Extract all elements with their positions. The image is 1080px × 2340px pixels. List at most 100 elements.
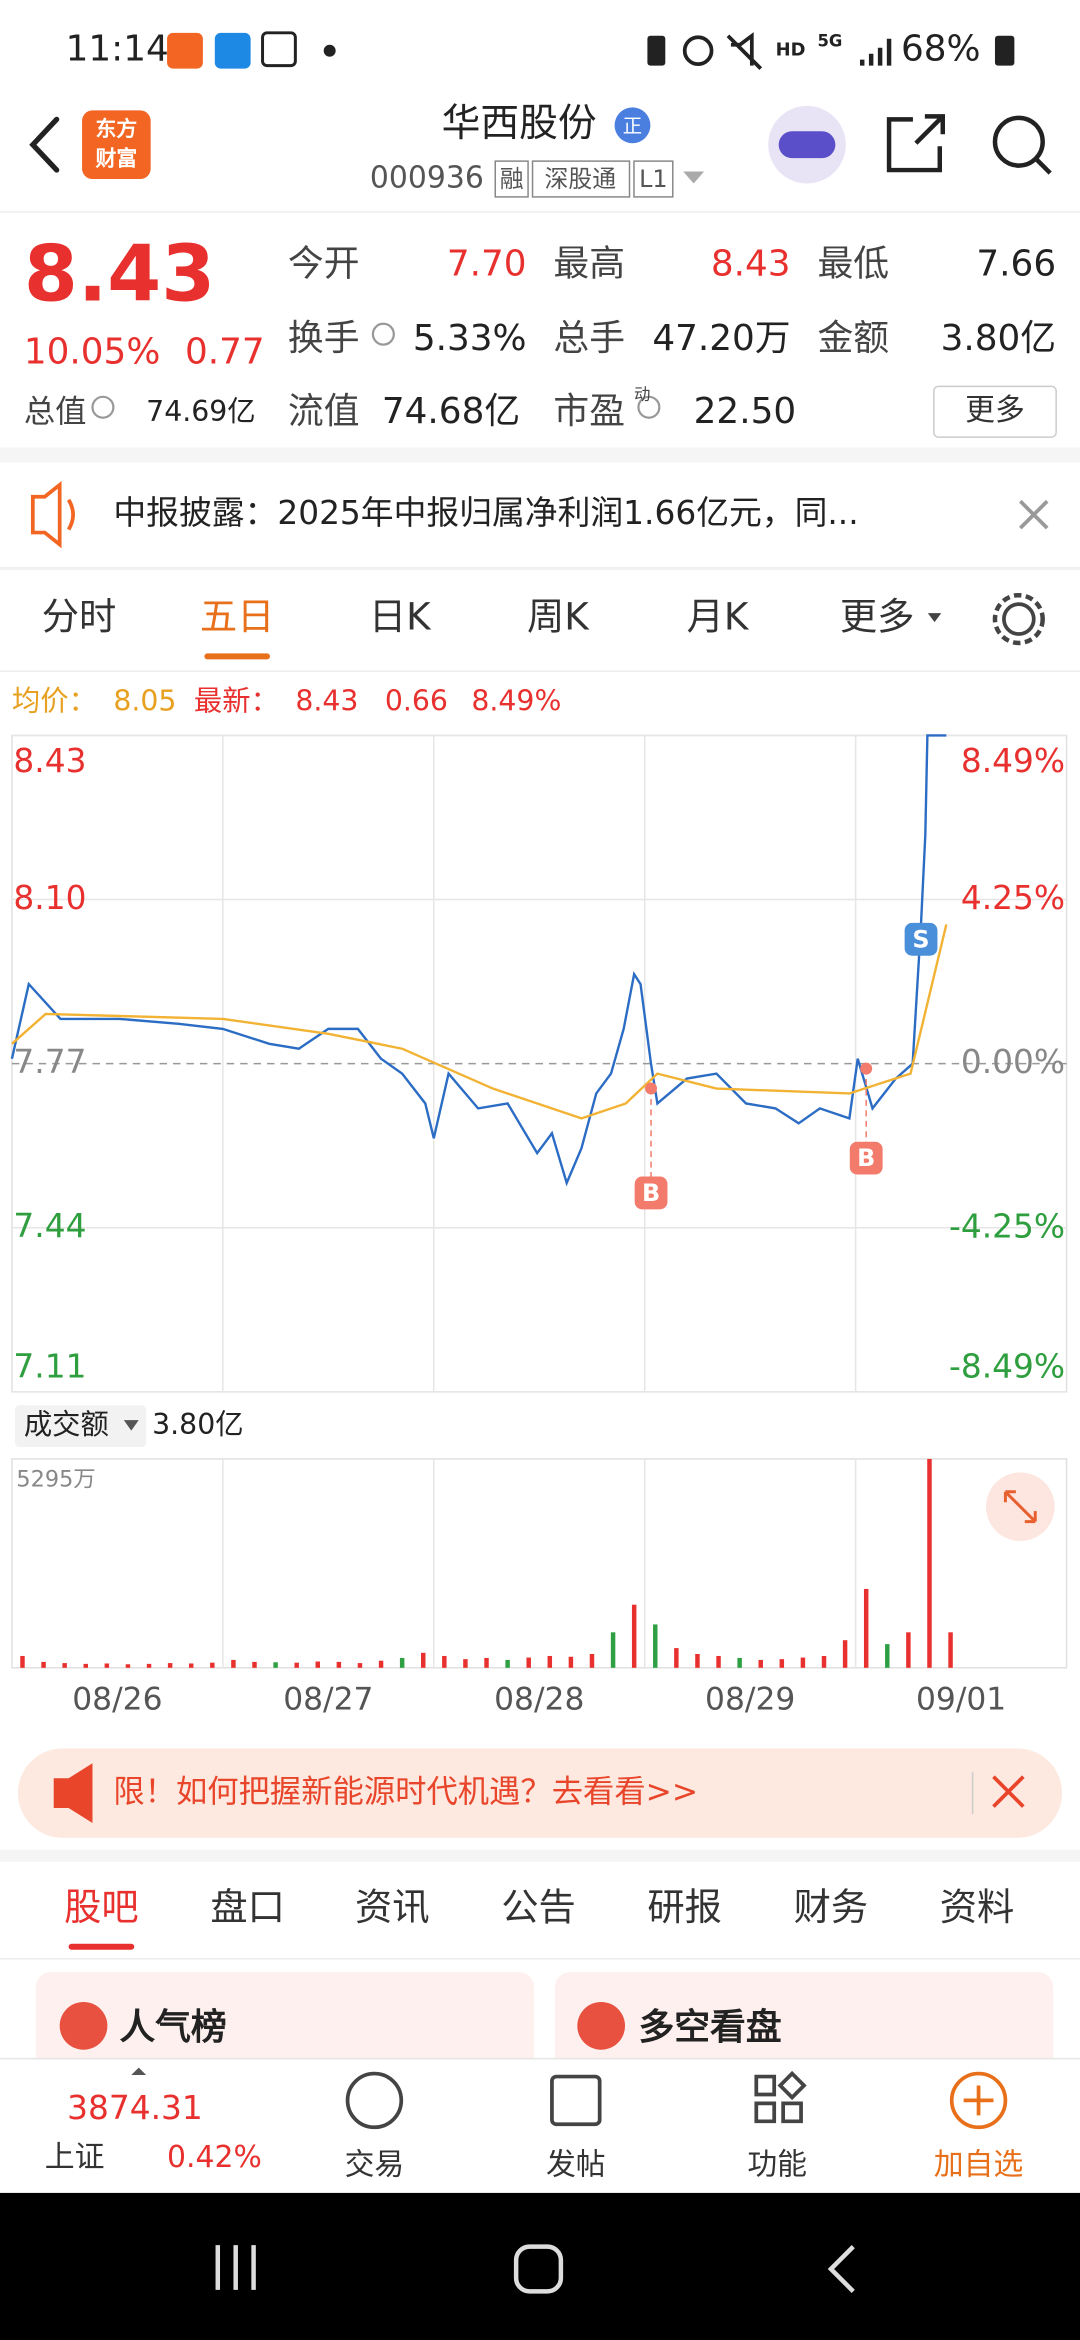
volume-total: 3.80亿 (152, 1408, 243, 1441)
section-tab[interactable]: 公告 (501, 1885, 576, 1929)
pe-mark: 动 (634, 385, 650, 404)
tab[interactable]: 更多 (840, 595, 915, 639)
close-notice[interactable] (1019, 499, 1049, 530)
latest-change-pct: 8.49% (471, 685, 561, 718)
charts: 8.43 8.10 7.77 7.44 7.11 8.49% 4.25% 0.00% -4.25… (10, 734, 1068, 1718)
card-icon (577, 2001, 626, 2050)
volume-bar (716, 1655, 721, 1668)
volume-bar (20, 1655, 25, 1668)
notice-text[interactable]: 中报披露：2025年中报归属净利润1.66亿元，同... (113, 494, 858, 532)
tab[interactable]: 五日 (200, 595, 275, 639)
dropdown-arrow[interactable] (683, 171, 705, 184)
volume-bar (631, 1604, 637, 1668)
tab[interactable]: 日K (369, 595, 432, 639)
nav-items: 交易 发帖 功能 加自选 (345, 2148, 1024, 2183)
more-button[interactable] (933, 385, 1057, 438)
card[interactable] (554, 1972, 1054, 2077)
volume-bar (842, 1640, 848, 1668)
section-tab[interactable]: 财务 (794, 1885, 869, 1929)
volume-bar (252, 1661, 257, 1668)
search-button[interactable] (992, 115, 1045, 168)
volume-label: 成交额 (24, 1408, 109, 1441)
volume-bar (526, 1657, 531, 1668)
volume-bar (463, 1659, 468, 1668)
field-label: 换手 (288, 318, 360, 359)
trade-marker (849, 1141, 883, 1175)
dropdown-arrow (123, 1420, 139, 1431)
logo-text: 财富 (95, 147, 137, 171)
tab[interactable]: 分时 (42, 595, 117, 639)
banner-close[interactable] (992, 1775, 1025, 1808)
volume-bar (610, 1632, 616, 1668)
y2-tick-label: 0.00% (961, 1043, 1065, 1081)
nav-label[interactable]: 发帖 (546, 2148, 606, 2183)
section-tab[interactable]: 资讯 (355, 1885, 430, 1929)
trade-marker (634, 1176, 668, 1210)
volume-bar (885, 1644, 890, 1668)
volume-bar (188, 1663, 194, 1668)
volume-bar (695, 1654, 700, 1668)
section-tab[interactable]: 盘口 (210, 1885, 285, 1929)
status-icon (167, 32, 203, 69)
latest-value: 8.43 (295, 685, 358, 718)
field-label: 金额 (817, 318, 889, 359)
volume-bar (231, 1659, 236, 1668)
volume-bar (442, 1655, 447, 1668)
field-value: 3.80亿 (941, 318, 1057, 359)
section-tab[interactable]: 股吧 (64, 1885, 139, 1929)
system-back-button[interactable] (827, 2245, 855, 2293)
y2-tick-label: 4.25% (961, 879, 1065, 917)
status-icon (726, 32, 763, 70)
y2-tick-label: -8.49% (949, 1347, 1065, 1385)
status-icon (214, 32, 251, 69)
section-tab[interactable]: 研报 (647, 1885, 722, 1929)
y-tick-label: 5295万 (16, 1466, 95, 1492)
expand-icon (1003, 1490, 1037, 1524)
info-icon (91, 395, 115, 419)
volume-bar (589, 1654, 595, 1668)
nav-label[interactable]: 加自选 (934, 2148, 1023, 2183)
x-tick-label: 08/29 (705, 1682, 795, 1718)
x-tick-label: 08/26 (72, 1682, 162, 1718)
status-icon (647, 35, 666, 66)
field-label: 最高 (553, 244, 625, 285)
trade-point (860, 1062, 873, 1075)
volume-bar (273, 1662, 278, 1668)
card[interactable] (35, 1972, 535, 2077)
field-value: 8.43 (711, 244, 791, 285)
nav-label[interactable]: 功能 (747, 2148, 807, 2183)
separator (0, 566, 1080, 570)
index-value[interactable]: 3874.31 (67, 2089, 203, 2127)
share-button[interactable] (886, 114, 945, 173)
nav-label[interactable]: 交易 (345, 2148, 405, 2183)
settings-button[interactable] (1002, 602, 1036, 636)
separator (0, 1849, 1080, 1862)
tab[interactable]: 月K (687, 595, 750, 639)
banner[interactable] (17, 1748, 1063, 1838)
separator (0, 447, 1080, 463)
status-battery: 68% (901, 29, 981, 70)
bottom-nav (0, 2058, 1080, 2193)
home-button[interactable] (513, 2244, 564, 2294)
tab[interactable]: 周K (527, 595, 590, 639)
volume-bar (62, 1663, 67, 1668)
volume-bar (41, 1661, 46, 1668)
field-value: 7.66 (976, 244, 1056, 285)
section-tab[interactable]: 资料 (940, 1885, 1015, 1929)
back-button[interactable] (29, 116, 60, 173)
volume-selector[interactable] (14, 1405, 147, 1448)
price-line (10, 734, 947, 1187)
field-value: 74.69亿 (146, 395, 255, 428)
y2-tick-label: -4.25% (949, 1207, 1065, 1245)
trade-point (645, 1082, 658, 1095)
recents-button[interactable] (215, 2245, 256, 2290)
stock-name: 华西股份 (442, 101, 597, 146)
volume-bar (421, 1652, 426, 1668)
field-label: 总值 (24, 394, 87, 430)
volume-bar (210, 1662, 215, 1668)
status-network: 5G (817, 31, 842, 50)
info-icon (371, 322, 395, 346)
volume-bar (863, 1588, 869, 1668)
